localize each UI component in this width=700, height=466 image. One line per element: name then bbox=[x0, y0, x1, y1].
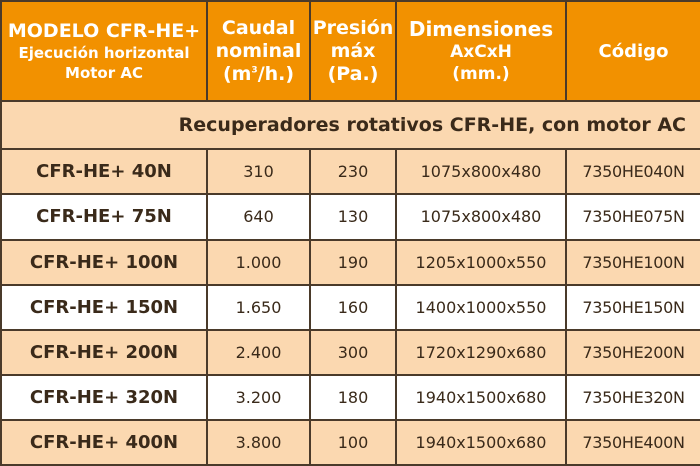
table-row: CFR-HE+ 75N 640 130 1075x800x480 7350HE075N bbox=[0, 193, 700, 241]
cell-pressure: 230 bbox=[309, 148, 397, 196]
section-title: Recuperadores rotativos CFR-HE, con moto… bbox=[0, 100, 700, 151]
cell-code: 7350HE075N bbox=[565, 193, 700, 241]
table-row: CFR-HE+ 40N 310 230 1075x800x480 7350HE040N bbox=[0, 148, 700, 196]
cell-dimensions: 1205x1000x550 bbox=[395, 238, 567, 286]
header-code: Código bbox=[565, 0, 700, 103]
header-dimensions: Dimensiones AxCxH (mm.) bbox=[395, 0, 567, 103]
cell-pressure: 160 bbox=[309, 283, 397, 331]
header-flow-unit-sup: 3 bbox=[251, 65, 258, 76]
cell-model: CFR-HE+ 400N bbox=[0, 418, 208, 466]
cell-code: 7350HE150N bbox=[565, 283, 700, 331]
table-row: CFR-HE+ 320N 3.200 180 1940x1500x680 7350HE3… bbox=[0, 373, 700, 421]
cell-code: 7350HE320N bbox=[565, 373, 700, 421]
cell-flow: 1.650 bbox=[206, 283, 311, 331]
header-pressure-line3: (Pa.) bbox=[327, 62, 379, 85]
cell-code: 7350HE400N bbox=[565, 418, 700, 466]
table-row: CFR-HE+ 200N 2.400 300 1720x1290x680 7350HE2… bbox=[0, 328, 700, 376]
table-row: CFR-HE+ 150N 1.650 160 1400x1000x550 7350HE1… bbox=[0, 283, 700, 331]
cell-model: CFR-HE+ 100N bbox=[0, 238, 208, 286]
header-flow-line2: nominal bbox=[215, 39, 302, 62]
section-row: Recuperadores rotativos CFR-HE, con moto… bbox=[0, 100, 700, 151]
cell-pressure: 190 bbox=[309, 238, 397, 286]
cell-model: CFR-HE+ 200N bbox=[0, 328, 208, 376]
table-body: CFR-HE+ 40N 310 230 1075x800x480 7350HE040N C… bbox=[0, 148, 700, 466]
cell-model: CFR-HE+ 320N bbox=[0, 373, 208, 421]
table-row: CFR-HE+ 400N 3.800 100 1940x1500x680 7350HE4… bbox=[0, 418, 700, 466]
header-model-line3: Motor AC bbox=[65, 63, 143, 82]
table-row: CFR-HE+ 100N 1.000 190 1205x1000x550 7350HE1… bbox=[0, 238, 700, 286]
cell-code: 7350HE200N bbox=[565, 328, 700, 376]
cell-flow: 3.200 bbox=[206, 373, 311, 421]
cell-dimensions: 1400x1000x550 bbox=[395, 283, 567, 331]
header-code-label: Código bbox=[598, 40, 669, 62]
cell-model: CFR-HE+ 40N bbox=[0, 148, 208, 196]
cell-dimensions: 1075x800x480 bbox=[395, 148, 567, 196]
header-pressure: Presión máx (Pa.) bbox=[309, 0, 397, 103]
header-model-line2: Ejecución horizontal bbox=[18, 43, 190, 62]
header-dimensions-line2: AxCxH bbox=[450, 41, 512, 62]
cell-model: CFR-HE+ 75N bbox=[0, 193, 208, 241]
header-flow-line3: (m3/h.) bbox=[209, 62, 308, 86]
cell-flow: 310 bbox=[206, 148, 311, 196]
header-dimensions-line1: Dimensiones bbox=[408, 16, 554, 41]
header-flow-line1: Caudal bbox=[221, 16, 296, 39]
cell-flow: 1.000 bbox=[206, 238, 311, 286]
cell-code: 7350HE100N bbox=[565, 238, 700, 286]
cell-flow: 640 bbox=[206, 193, 311, 241]
header-pressure-line1: Presión bbox=[312, 16, 394, 39]
cell-dimensions: 1075x800x480 bbox=[395, 193, 567, 241]
cell-flow: 3.800 bbox=[206, 418, 311, 466]
cell-pressure: 180 bbox=[309, 373, 397, 421]
cell-flow: 2.400 bbox=[206, 328, 311, 376]
header-pressure-line2: máx bbox=[330, 39, 376, 62]
header-model-line1: MODELO CFR-HE+ bbox=[7, 19, 201, 42]
cell-code: 7350HE040N bbox=[565, 148, 700, 196]
header-row: MODELO CFR-HE+ Ejecución horizontal Moto… bbox=[0, 0, 700, 103]
cell-model: CFR-HE+ 150N bbox=[0, 283, 208, 331]
cell-dimensions: 1940x1500x680 bbox=[395, 418, 567, 466]
header-flow-unit-b: /h.) bbox=[257, 62, 295, 85]
header-flow-unit-a: (m bbox=[222, 62, 252, 85]
cell-pressure: 100 bbox=[309, 418, 397, 466]
header-model: MODELO CFR-HE+ Ejecución horizontal Moto… bbox=[0, 0, 208, 103]
cell-pressure: 300 bbox=[309, 328, 397, 376]
cell-dimensions: 1940x1500x680 bbox=[395, 373, 567, 421]
header-flow: Caudal nominal (m3/h.) bbox=[206, 0, 311, 103]
cell-pressure: 130 bbox=[309, 193, 397, 241]
cell-dimensions: 1720x1290x680 bbox=[395, 328, 567, 376]
header-dimensions-line3: (mm.) bbox=[452, 63, 510, 84]
